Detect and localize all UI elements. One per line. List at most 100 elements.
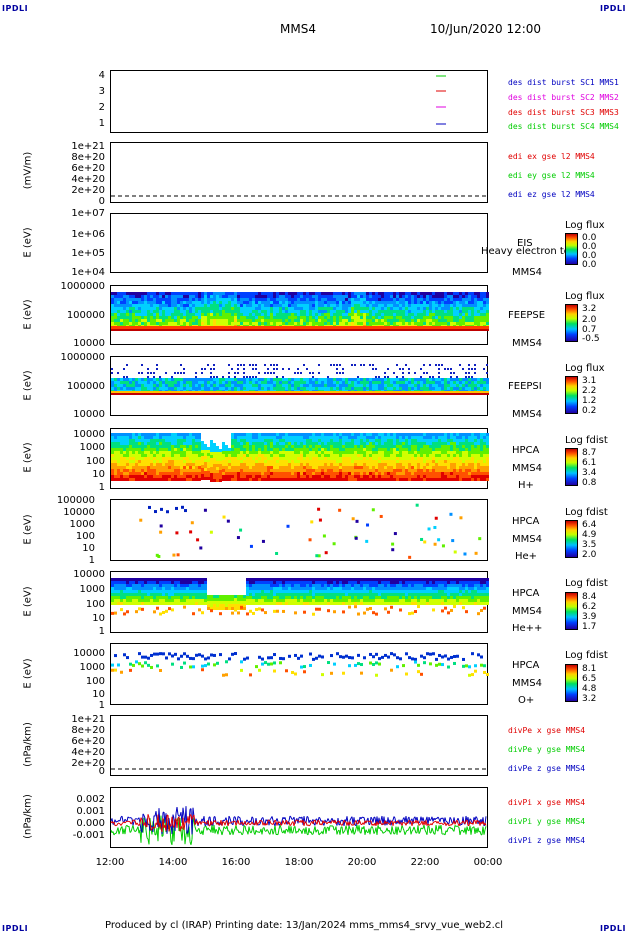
spectrogram-cell bbox=[162, 457, 165, 460]
spectrogram-cell bbox=[237, 313, 240, 316]
spectrogram-cell bbox=[321, 433, 324, 436]
spectrogram-cell bbox=[399, 454, 402, 457]
spectrogram-cell bbox=[402, 372, 404, 374]
spectrogram-cell bbox=[291, 301, 294, 304]
spectrogram-cell bbox=[378, 475, 381, 478]
spectrogram-cell bbox=[255, 307, 258, 310]
spectrogram-cell bbox=[234, 387, 237, 390]
spectrogram-cell bbox=[471, 295, 474, 298]
spectrogram-cell bbox=[486, 329, 489, 331]
spectrogram-cell bbox=[435, 313, 438, 316]
spectrogram-cell bbox=[360, 381, 363, 384]
spectrogram-cell bbox=[189, 469, 192, 472]
spectrogram-cell bbox=[264, 451, 267, 454]
spectrogram-cell bbox=[117, 301, 120, 304]
spectrogram-cell bbox=[216, 470, 219, 473]
spectrogram-cell bbox=[129, 457, 132, 460]
spectrogram-cell bbox=[384, 378, 387, 381]
spectrogram-cell bbox=[459, 298, 462, 301]
spectrogram-cell bbox=[462, 368, 464, 370]
spectrogram-cell bbox=[381, 316, 384, 319]
spectrogram-cell bbox=[384, 460, 387, 463]
spectrogram-cell bbox=[408, 391, 411, 393]
spectrogram-cell bbox=[486, 322, 489, 325]
spectrogram-cell bbox=[144, 448, 147, 451]
spectrogram-cell bbox=[315, 448, 318, 451]
spectrogram-cell bbox=[198, 378, 201, 381]
spectrogram-cell bbox=[486, 372, 488, 374]
spectrogram-cell bbox=[345, 445, 348, 448]
spectrogram-cell bbox=[168, 304, 171, 307]
spectrogram-cell bbox=[270, 378, 273, 381]
spectrogram-cell bbox=[171, 445, 174, 448]
spectrogram-cell bbox=[192, 448, 195, 451]
spectrogram-cell bbox=[132, 393, 135, 395]
spectrogram-cell bbox=[186, 466, 189, 469]
spectrogram-cell bbox=[261, 384, 264, 387]
spectrogram-cell bbox=[315, 387, 318, 390]
spectrogram-cell bbox=[414, 393, 417, 395]
spectrogram-cell bbox=[351, 304, 354, 307]
spectrogram-cell bbox=[315, 316, 318, 319]
spectrogram-cell bbox=[270, 307, 273, 310]
spectrogram-cell bbox=[432, 472, 435, 475]
spectrogram-cell bbox=[126, 313, 129, 316]
spectrogram-cell bbox=[249, 326, 252, 330]
spectrogram-cell bbox=[258, 463, 261, 466]
spectrogram-cell bbox=[267, 436, 270, 439]
spectrogram-cell bbox=[264, 319, 267, 322]
spectrogram-cell bbox=[279, 316, 282, 319]
spectrogram-cell bbox=[426, 322, 429, 325]
spectrogram-cell bbox=[162, 298, 165, 301]
spectrogram-cell bbox=[288, 307, 291, 310]
spectrogram-cell bbox=[159, 387, 162, 390]
spectrogram-cell bbox=[360, 454, 363, 457]
spectrogram-cell bbox=[153, 381, 156, 384]
spectrogram-cell bbox=[240, 298, 243, 301]
spectrogram-cell bbox=[207, 310, 210, 313]
spectrogram-cell bbox=[120, 472, 123, 475]
spectrogram-cell bbox=[213, 446, 216, 449]
spectrogram-cell bbox=[405, 391, 408, 393]
spectrogram-cell bbox=[231, 463, 234, 466]
spectrogram-cell bbox=[282, 378, 285, 381]
spectrogram-cell bbox=[360, 460, 363, 463]
spectrogram-cell bbox=[321, 469, 324, 472]
spectrogram-cell bbox=[387, 442, 390, 445]
spectrogram-cell bbox=[219, 470, 222, 473]
spectrogram-cell bbox=[162, 448, 165, 451]
spectrogram-cell bbox=[270, 463, 273, 466]
spectrogram-cell bbox=[444, 319, 447, 322]
spectrogram-cell bbox=[120, 442, 123, 445]
spectrogram-cell bbox=[483, 384, 486, 387]
spectrogram-cell bbox=[162, 445, 165, 448]
spectrogram-cell bbox=[180, 329, 183, 331]
spectrogram-cell bbox=[351, 364, 353, 366]
spectrogram-cell bbox=[399, 436, 402, 439]
spectrogram-cell bbox=[201, 326, 204, 330]
spectrogram-cell bbox=[273, 322, 276, 325]
spectrogram-cell bbox=[420, 457, 423, 460]
spectrogram-cell bbox=[270, 387, 273, 390]
spectrogram-cell bbox=[204, 329, 207, 331]
spectrogram-cell bbox=[207, 381, 210, 384]
spectrogram-cell bbox=[351, 298, 354, 301]
spectrogram-cell bbox=[216, 461, 219, 464]
spectrogram-cell bbox=[285, 329, 288, 331]
spectrogram-cell bbox=[174, 378, 177, 381]
spectrogram-cell bbox=[321, 304, 324, 307]
spectrogram-cell bbox=[195, 313, 198, 316]
spectrogram-cell bbox=[429, 433, 432, 436]
spectrogram-cell bbox=[213, 384, 216, 387]
spectrogram-cell bbox=[435, 292, 438, 295]
spectrogram-cell bbox=[369, 472, 372, 475]
spectrogram-cell bbox=[267, 442, 270, 445]
spectrogram-cell bbox=[147, 451, 150, 454]
species-label: H+ bbox=[518, 480, 534, 491]
spectrogram-cell bbox=[378, 292, 381, 295]
spectrogram-cell bbox=[201, 319, 204, 322]
spectrogram-cell bbox=[360, 295, 363, 298]
spectrogram-cell bbox=[420, 436, 423, 439]
spectrogram-cell bbox=[414, 445, 417, 448]
spectrogram-cell bbox=[417, 445, 420, 448]
